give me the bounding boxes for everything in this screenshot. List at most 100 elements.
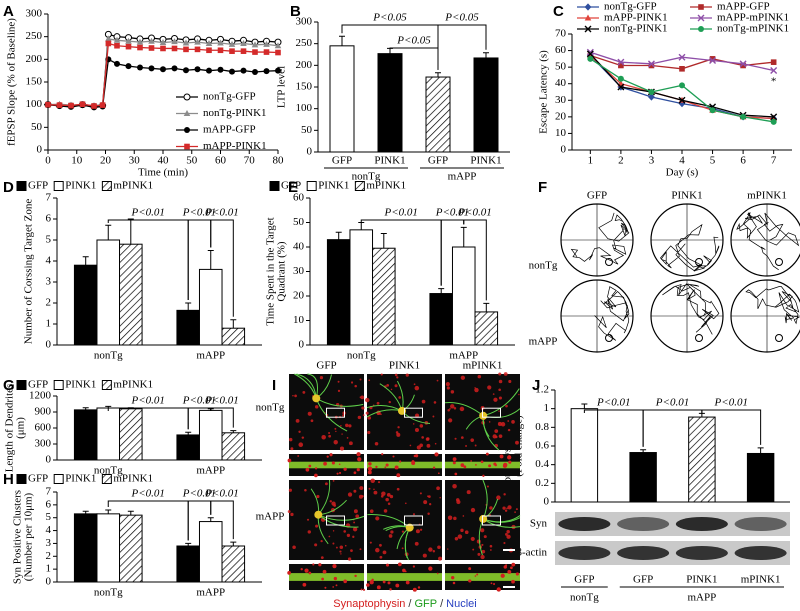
bar xyxy=(372,247,396,346)
synaptophysin-puncta xyxy=(350,381,354,384)
marker xyxy=(194,38,201,45)
legend-label: nonTg-GFP xyxy=(203,91,256,103)
synaptophysin-puncta xyxy=(496,495,501,500)
synaptophysin-puncta xyxy=(346,437,349,439)
synaptophysin-puncta xyxy=(314,405,319,409)
synaptophysin-puncta xyxy=(333,440,338,445)
strip-puncta xyxy=(326,455,329,458)
caption-part: / xyxy=(440,598,444,610)
synaptophysin-puncta xyxy=(367,430,371,435)
synaptophysin-puncta xyxy=(374,441,379,446)
synaptophysin-puncta xyxy=(352,527,358,532)
legend-swatch xyxy=(16,380,27,390)
annotation: P<0.01 xyxy=(457,207,491,219)
y-tick-label: 30 xyxy=(293,265,305,277)
synaptophysin-puncta xyxy=(340,553,342,555)
marker xyxy=(113,36,121,43)
y-tick-label: 7 xyxy=(46,192,52,204)
synaptophysin-puncta xyxy=(436,486,440,491)
strip-puncta xyxy=(510,566,513,570)
row-label: mAPP xyxy=(529,336,558,348)
synaptophysin-puncta xyxy=(334,427,337,430)
legend-label: nonTg-PINK1 xyxy=(203,107,267,119)
marker xyxy=(228,40,236,47)
y-axis-label: (μm) xyxy=(15,417,27,439)
legend-swatch xyxy=(53,181,64,191)
synaptophysin-puncta xyxy=(470,507,476,513)
synaptophysin-puncta xyxy=(353,521,356,524)
column-label: PINK1 xyxy=(671,190,702,202)
synaptophysin-puncta xyxy=(480,554,485,560)
synaptophysin-puncta xyxy=(507,505,512,510)
strip-puncta xyxy=(331,461,335,465)
y-tick-label: 2 xyxy=(46,550,52,562)
strip-puncta xyxy=(397,562,402,567)
series-line xyxy=(47,58,279,109)
synaptophysin-puncta xyxy=(462,515,465,517)
synaptophysin-puncta xyxy=(288,437,293,442)
synaptophysin-puncta xyxy=(360,395,365,400)
marker xyxy=(105,40,112,47)
strip-puncta xyxy=(394,465,399,470)
error-bar xyxy=(207,517,214,522)
y-tick-label: 0 xyxy=(544,496,550,508)
y-tick-label: 0.8 xyxy=(535,421,549,433)
marker xyxy=(739,60,747,68)
marker xyxy=(586,50,594,58)
strip-puncta xyxy=(384,466,387,469)
swim-path xyxy=(662,283,720,335)
marker xyxy=(251,41,259,48)
x-tick-label: 10 xyxy=(71,155,83,167)
legend-label: mPINK1 xyxy=(113,473,153,485)
swim-path xyxy=(736,212,800,271)
synaptophysin-puncta xyxy=(447,409,450,412)
y-axis-label: fEPSP Slope (% of Baseline) xyxy=(6,18,18,146)
legend-label: GFP xyxy=(28,473,48,485)
strip-puncta xyxy=(287,571,291,575)
bar xyxy=(688,416,716,503)
annotation: P<0.01 xyxy=(131,395,165,407)
bar xyxy=(198,521,223,583)
strip-puncta xyxy=(356,452,361,457)
x-tick-label: PINK1 xyxy=(470,155,501,167)
synaptophysin-puncta xyxy=(348,441,353,446)
synaptophysin-puncta xyxy=(295,418,300,423)
platform xyxy=(775,334,783,342)
synaptophysin-puncta xyxy=(324,482,328,486)
synaptophysin-puncta xyxy=(423,500,428,505)
strip-puncta xyxy=(402,568,406,573)
synaptophysin-puncta xyxy=(432,550,436,553)
synaptophysin-puncta xyxy=(436,379,439,382)
error-bar xyxy=(127,510,134,516)
panel-label: E xyxy=(288,179,298,196)
legend-marker xyxy=(697,14,705,22)
synaptophysin-puncta xyxy=(454,437,457,440)
strip-puncta xyxy=(385,463,389,467)
synaptophysin-puncta xyxy=(404,502,407,505)
strip-puncta xyxy=(485,452,489,456)
x-tick-label: nonTg xyxy=(94,350,123,362)
dendrite-strip xyxy=(367,573,442,581)
bar xyxy=(451,246,476,346)
y-tick-label: 50 xyxy=(301,124,313,136)
synaptophysin-puncta xyxy=(347,557,352,561)
quadrant-lines xyxy=(651,204,723,276)
strip-puncta xyxy=(452,581,456,585)
y-tick-label: 0 xyxy=(37,144,43,156)
marker xyxy=(148,37,155,44)
marker xyxy=(709,57,717,65)
synaptophysin-puncta xyxy=(460,436,464,439)
strip-puncta xyxy=(385,563,390,567)
legend-label: GFP xyxy=(28,379,48,391)
x-tick-label: 3 xyxy=(649,155,655,167)
synaptophysin-puncta xyxy=(290,512,294,517)
y-tick-label: 100 xyxy=(296,102,313,114)
strip-puncta xyxy=(493,583,496,586)
marker xyxy=(709,107,716,114)
row-label: nonTg xyxy=(256,402,285,414)
marker xyxy=(678,96,686,104)
x-tick-label: mAPP xyxy=(196,465,225,477)
legend-label: PINK1 xyxy=(65,379,96,391)
platform xyxy=(695,334,703,342)
